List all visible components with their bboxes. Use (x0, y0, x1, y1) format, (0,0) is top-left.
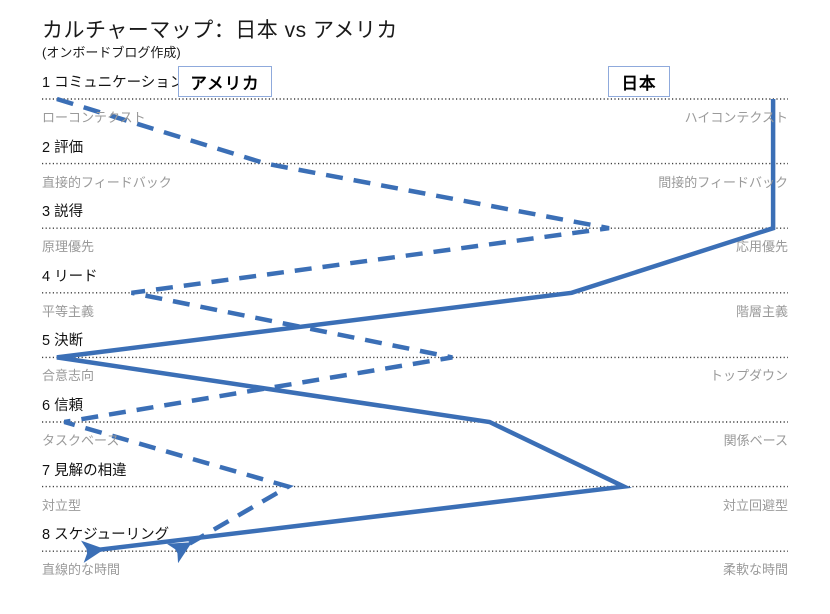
right-pole-label-4: 階層主義 (735, 303, 788, 319)
left-pole-label-7: 対立型 (42, 497, 82, 513)
dimension-label-1: 1 コミュニケーション (42, 75, 185, 91)
left-pole-label-8: 直線的な時間 (42, 562, 121, 578)
left-pole-label-2: 直接的フィードバック (42, 174, 172, 190)
left-pole-label-1: ローコンテクスト (42, 110, 146, 125)
right-pole-label-6: 関係ベース (723, 433, 788, 448)
dimension-label-8: 8 スケジューリング (42, 527, 170, 544)
axis-gridlines (42, 98, 788, 552)
right-pole-label-1: ハイコンテクスト (684, 110, 788, 125)
right-pole-label-2: 間接的フィードバック (658, 174, 788, 190)
dimension-label-5: 5 決断 (42, 333, 84, 350)
dimension-label-4: 4 リード (42, 268, 98, 285)
right-pole-label-3: 応用優先 (735, 239, 788, 255)
dimension-label-6: 6 信頼 (42, 398, 84, 414)
right-pole-label-5: トップダウン (709, 368, 788, 384)
left-pole-label-3: 原理優先 (42, 239, 95, 255)
dimension-label-2: 2 評価 (42, 139, 84, 156)
right-pole-label-7: 対立回避型 (722, 497, 788, 513)
legend-japan[interactable]: 日本 (608, 66, 670, 97)
left-pole-label-4: 平等主義 (42, 303, 95, 319)
japan-series-line (56, 99, 776, 563)
page-title: カルチャーマップ：日本 vs アメリカ (42, 19, 398, 42)
left-pole-label-5: 合意志向 (42, 368, 95, 384)
page-subtitle: (オンボードブログ作成) (42, 45, 181, 60)
left-pole-label-6: タスクベース (42, 433, 120, 448)
dimension-label-3: 3 説得 (42, 204, 84, 221)
right-pole-label-8: 柔軟な時間 (722, 562, 788, 578)
legend-usa[interactable]: アメリカ (178, 66, 272, 97)
usa-series-line (56, 96, 610, 564)
dimension-label-7: 7 見解の相違 (42, 462, 127, 479)
